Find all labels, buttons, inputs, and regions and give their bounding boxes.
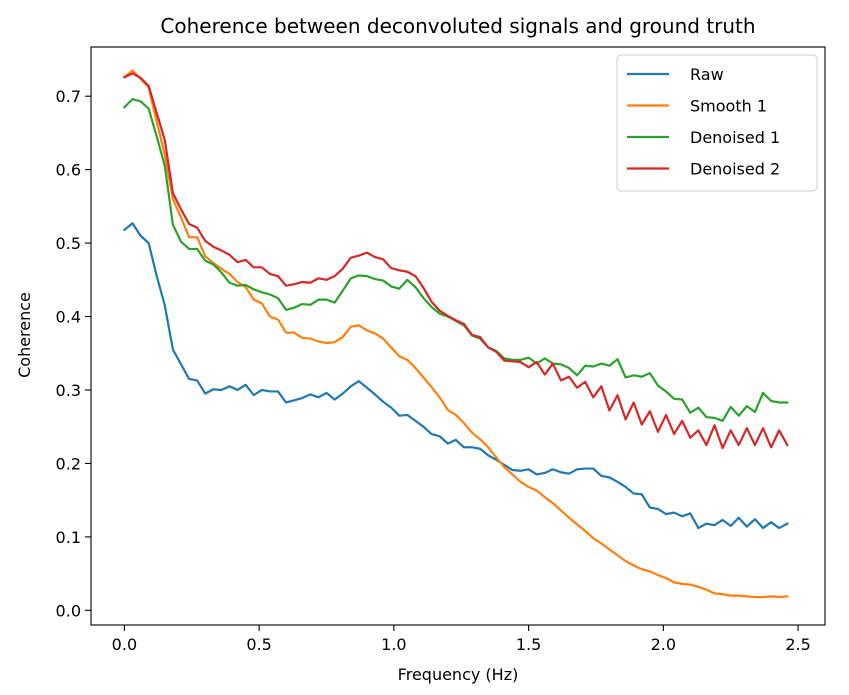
series-line-smooth-1 [122,69,789,599]
y-tick-label: 0.2 [56,454,81,473]
legend-label-raw: Raw [690,65,724,84]
legend-label-denoised-2: Denoised 2 [690,160,780,179]
x-tick-label: 1.0 [381,635,406,654]
series-line-raw [122,222,789,530]
x-tick-label: 0.0 [112,635,137,654]
series-line-denoised-2 [122,72,789,450]
y-tick-label: 0.6 [56,161,81,180]
plot-frame [90,46,826,626]
y-tick-label: 0.0 [56,601,81,620]
legend-label-smooth-1: Smooth 1 [690,97,767,116]
x-tick-label: 2.0 [651,635,676,654]
x-axis-label: Frequency (Hz) [398,665,519,684]
legend-box [616,54,818,192]
y-tick-label: 0.3 [56,381,81,400]
plot-area: 0.0 0.5 1.0 1.5 2.0 2.5 0.0 0.1 0.2 0.3 0.4 0.5 0.6 0… [56,46,826,654]
y-tick-label: 0.4 [56,308,81,327]
y-tick-label: 0.5 [56,234,81,253]
x-tick-label: 2.5 [785,635,810,654]
x-tick-label: 1.5 [516,635,541,654]
chart-title: Coherence between deconvoluted signals a… [160,14,755,38]
y-axis-label: Coherence [15,292,34,378]
x-tick-label: 0.5 [246,635,271,654]
y-tick-label: 0.1 [56,528,81,547]
legend-label-denoised-1: Denoised 1 [690,128,780,147]
y-tick-label: 0.7 [56,87,81,106]
